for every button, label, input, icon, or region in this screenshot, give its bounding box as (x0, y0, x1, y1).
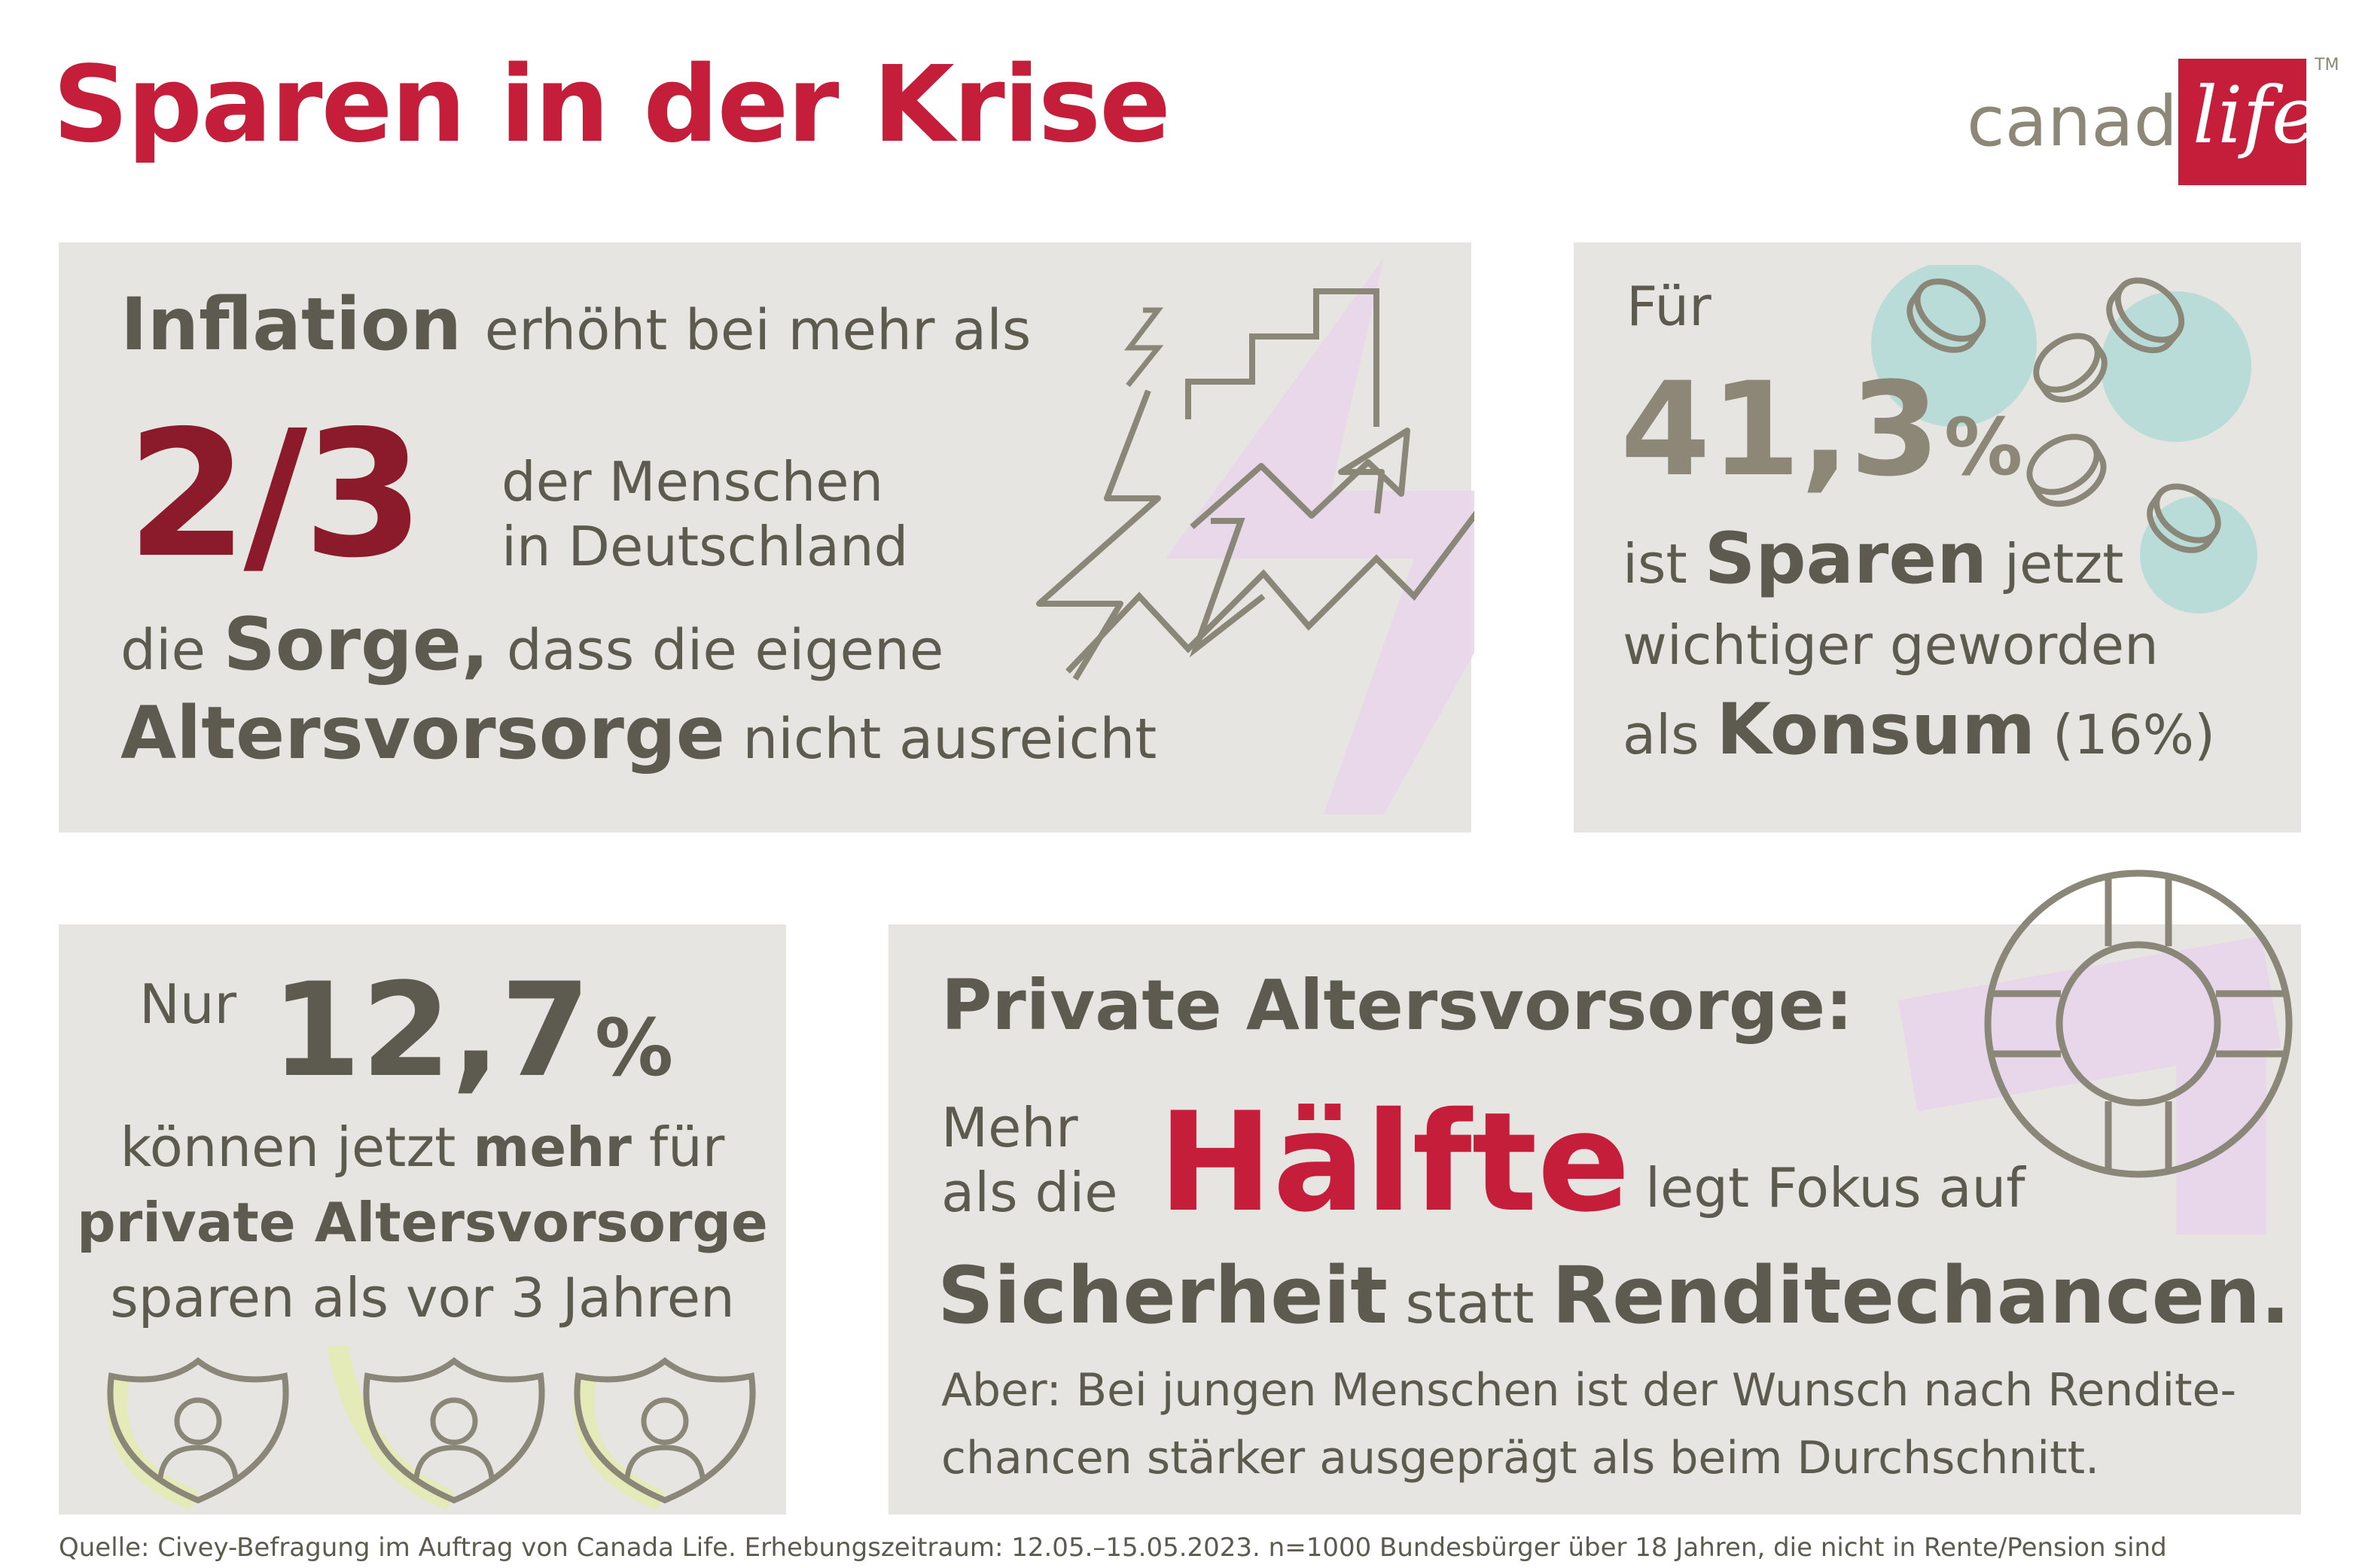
logo-word: life (2193, 69, 2318, 161)
sparen-jetzt: jetzt (2004, 532, 2124, 595)
sparen-line1: ist Sparen jetzt (1623, 518, 2124, 600)
fuer-label: Für (1626, 275, 1711, 338)
nur-percent-line: 12,7 % (271, 955, 673, 1106)
nur-line1: können jetzt mehr für (59, 1116, 786, 1179)
sparen-als: als (1623, 703, 1699, 766)
nur-fuer: für (648, 1116, 725, 1179)
nur-line2: private Altersvorsorge (77, 1191, 768, 1254)
sparen-word: Sparen (1704, 518, 1988, 600)
altersvorsorge-word: Altersvorsorge (120, 691, 725, 775)
sparen-line2: wichtiger geworden (1623, 613, 2159, 677)
growth-arrow-icon (1190, 428, 1410, 530)
sparen-line3: als Konsum (16%) (1623, 689, 2215, 771)
shield-user-icon (327, 1346, 545, 1511)
sparen-percent: 41,3 (1620, 354, 1940, 505)
nur-line3: sparen als vor 3 Jahren (110, 1266, 735, 1329)
konsum-word: Konsum (1716, 689, 2036, 771)
sparen-percent-line: 41,3 % (1620, 354, 2022, 505)
nur-label: Nur (139, 973, 237, 1036)
sorge-word: Sorge, (223, 602, 489, 687)
menschen-label: der Menschen (501, 450, 884, 513)
legt-fokus-label: legt Fokus auf (1645, 1156, 2025, 1219)
shield-user-icon (573, 1356, 756, 1511)
als-die-label: als die (941, 1161, 1118, 1224)
sparen-ist: ist (1623, 532, 1687, 595)
panel-inflation (59, 242, 1474, 833)
sparen-percent-sign: % (1943, 401, 2023, 493)
sorge-die: die (120, 618, 206, 683)
deutschland-label: in Deutschland (501, 515, 909, 578)
nur-koennen: können jetzt (120, 1116, 456, 1179)
statt-word: statt (1405, 1271, 1535, 1336)
haelfte-value: Hälfte (1158, 1082, 1631, 1242)
sicherheit-line: Sicherheit statt Renditechancen. (937, 1250, 2291, 1341)
renditechancen-word: Renditechancen. (1552, 1250, 2291, 1341)
panel-nur (59, 924, 786, 1515)
aber-line2: chancen stärker ausgeprägt als beim Durc… (941, 1432, 2100, 1484)
sorge-line: die Sorge, dass die eigene (120, 602, 943, 687)
shield-user-icon (106, 1356, 289, 1511)
inflation-word: Inflation (120, 282, 462, 367)
logo-brand-text: canada (1967, 81, 2220, 162)
source-footnote: Quelle: Civey-Befragung im Auftrag von C… (59, 1533, 2167, 1563)
private-heading: Private Altersvorsorge: (941, 965, 1853, 1046)
coins-icon (1871, 265, 2257, 613)
sorge-rest: dass die eigene (506, 618, 944, 683)
inflation-icon (1036, 257, 1474, 814)
nur-percent: 12,7 (271, 955, 591, 1106)
inflation-rest: erhöht bei mehr als (484, 298, 1032, 363)
nur-percent-sign: % (594, 1002, 674, 1094)
trademark: TM (2315, 56, 2339, 75)
panel-sparen (1574, 242, 2301, 833)
mehr-label: Mehr (941, 1096, 1078, 1159)
page-title: Sparen in der Krise (53, 44, 1171, 166)
shield-icons-row (106, 1346, 756, 1511)
aber-line1: Aber: Bei jungen Menschen ist der Wunsch… (941, 1364, 2237, 1417)
konsum-value: (16%) (2052, 703, 2216, 766)
fraction-value: 2/3 (126, 393, 425, 596)
logo-box (2178, 59, 2306, 185)
inflation-line1: Inflation erhöht bei mehr als (120, 282, 1031, 367)
altersvorsorge-line: Altersvorsorge nicht ausreicht (120, 691, 1157, 775)
altersvorsorge-rest: nicht ausreicht (742, 707, 1157, 772)
sicherheit-word: Sicherheit (937, 1250, 1388, 1341)
lifebuoy-icon (1897, 869, 2293, 1235)
nur-mehr: mehr (473, 1116, 632, 1179)
